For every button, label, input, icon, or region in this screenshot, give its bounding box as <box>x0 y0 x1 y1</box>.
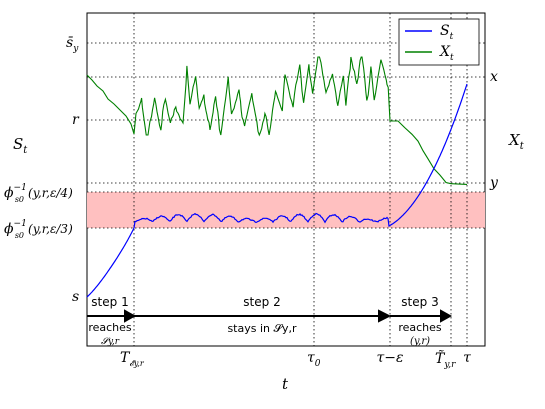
step3-caption-sub: (y,r) <box>410 336 430 347</box>
x-axis-label: t <box>282 375 289 393</box>
xtick-tau0: τ0 <box>307 350 321 369</box>
step2-label: step 2 <box>243 295 280 309</box>
tolerance-band <box>87 192 485 228</box>
ytick-s: s <box>72 289 79 305</box>
series-line-s <box>86 83 468 298</box>
xtick-tau-minus-eps: τ−ε <box>377 350 404 366</box>
step3-label: step 3 <box>401 295 438 309</box>
ytick-phi4: ϕ−1 s0 (y,r,ε/4) <box>4 183 73 204</box>
step3-arrowhead <box>440 309 453 323</box>
xtick-tau: τ <box>463 350 471 366</box>
ytick-phi3: ϕ−1 s0 (y,r,ε/3) <box>4 219 73 240</box>
step1-label: step 1 <box>91 295 128 309</box>
step2-arrowhead <box>378 309 392 323</box>
legend: St Xt <box>398 18 480 66</box>
y-axis-label-left: St <box>13 135 28 156</box>
ytick-right-y: y <box>489 175 499 191</box>
ytick-right-x: x <box>490 69 498 85</box>
xtick-t-eps: T𝓔y,r <box>120 350 145 368</box>
step2-caption: stays in 𝓢y,r <box>227 322 297 335</box>
ytick-s-bar: s̄y <box>66 35 79 54</box>
plot-area <box>86 12 486 347</box>
step1-caption-sub: 𝓢y,r <box>101 337 120 347</box>
series-line-x <box>86 56 468 185</box>
legend-box <box>398 18 480 66</box>
y-axis-label-right: Xt <box>508 131 525 152</box>
ytick-r: r <box>72 112 80 128</box>
xtick-t-tilde: T̃y,r <box>435 349 456 370</box>
step3-caption: reaches <box>398 321 442 334</box>
step1-caption: reaches <box>88 321 132 334</box>
legend-label-s: St <box>440 23 454 42</box>
step1-arrowhead <box>124 309 137 323</box>
legend-label-x: Xt <box>439 44 454 63</box>
